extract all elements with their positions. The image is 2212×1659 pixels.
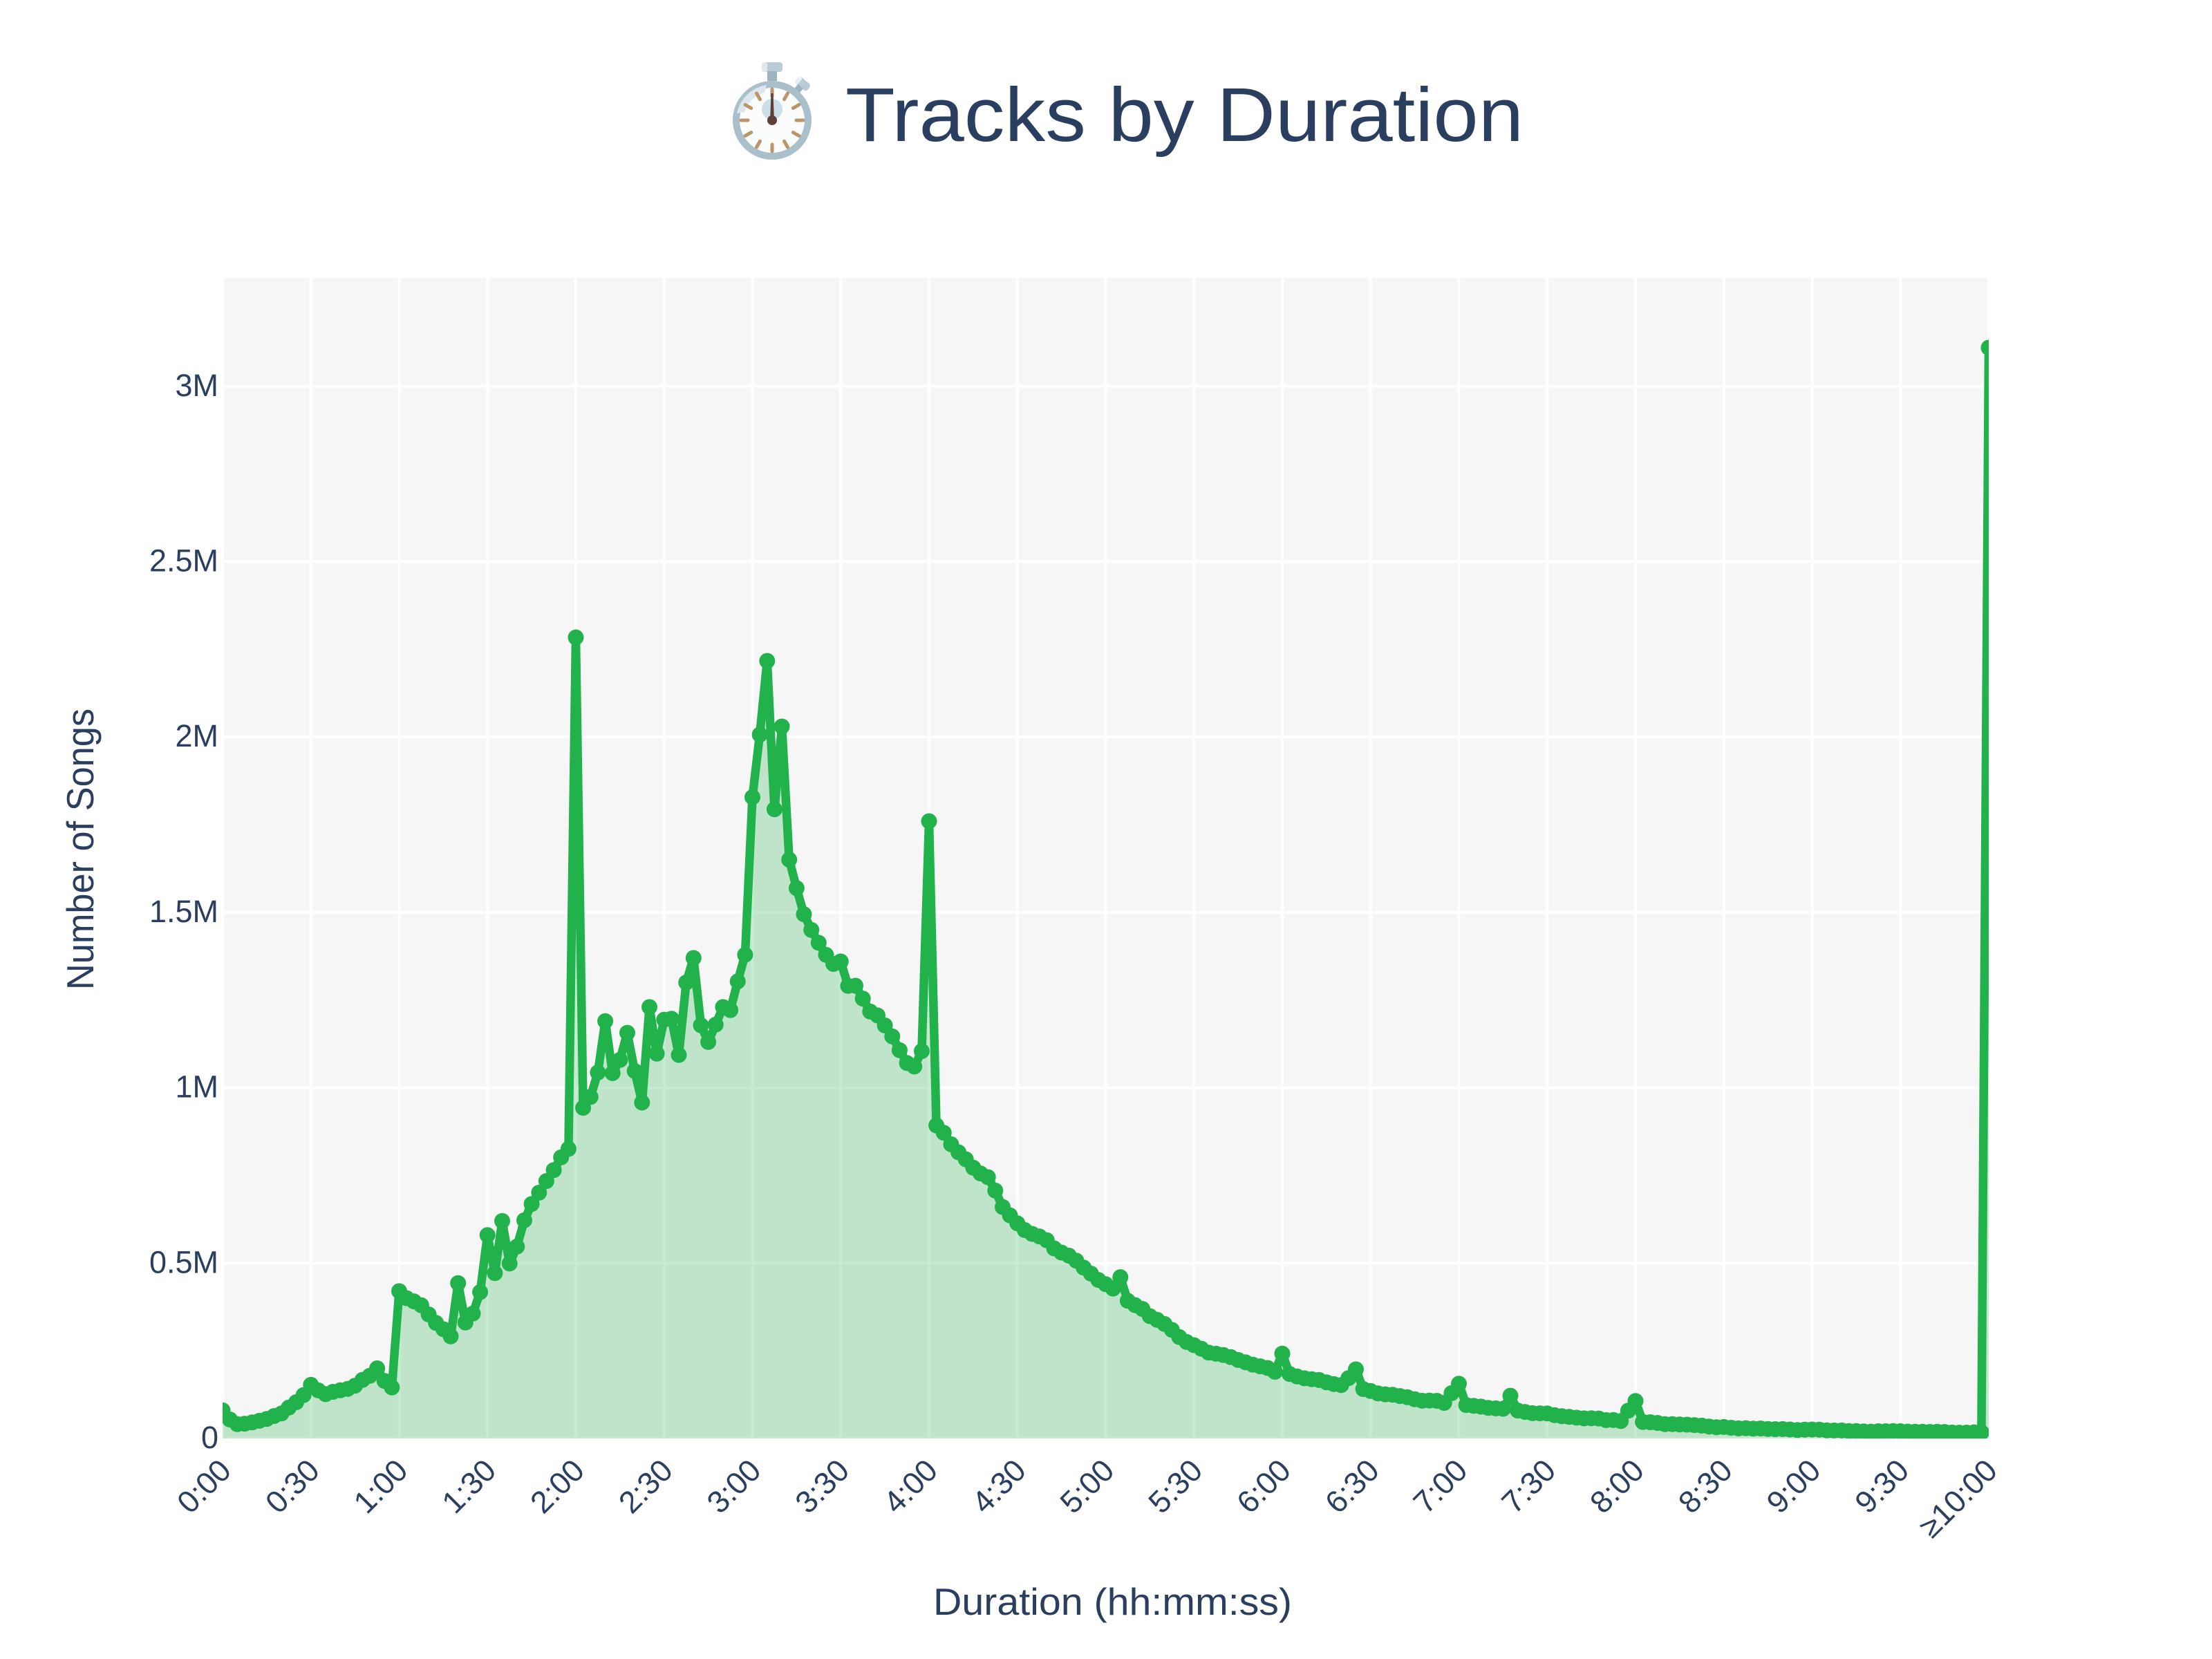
svg-text:1M: 1M (175, 1069, 218, 1105)
svg-text:1.5M: 1.5M (149, 894, 218, 929)
svg-text:Duration (hh:mm:ss): Duration (hh:mm:ss) (933, 1580, 1292, 1623)
svg-text:Number of Songs: Number of Songs (59, 709, 102, 990)
svg-text:2.5M: 2.5M (149, 543, 218, 579)
svg-text:Tracks by Duration: Tracks by Duration (845, 73, 1524, 158)
svg-text:2M: 2M (175, 718, 218, 753)
svg-text:0.5M: 0.5M (149, 1244, 218, 1280)
svg-text:3M: 3M (175, 368, 218, 403)
svg-text:0: 0 (201, 1420, 218, 1455)
